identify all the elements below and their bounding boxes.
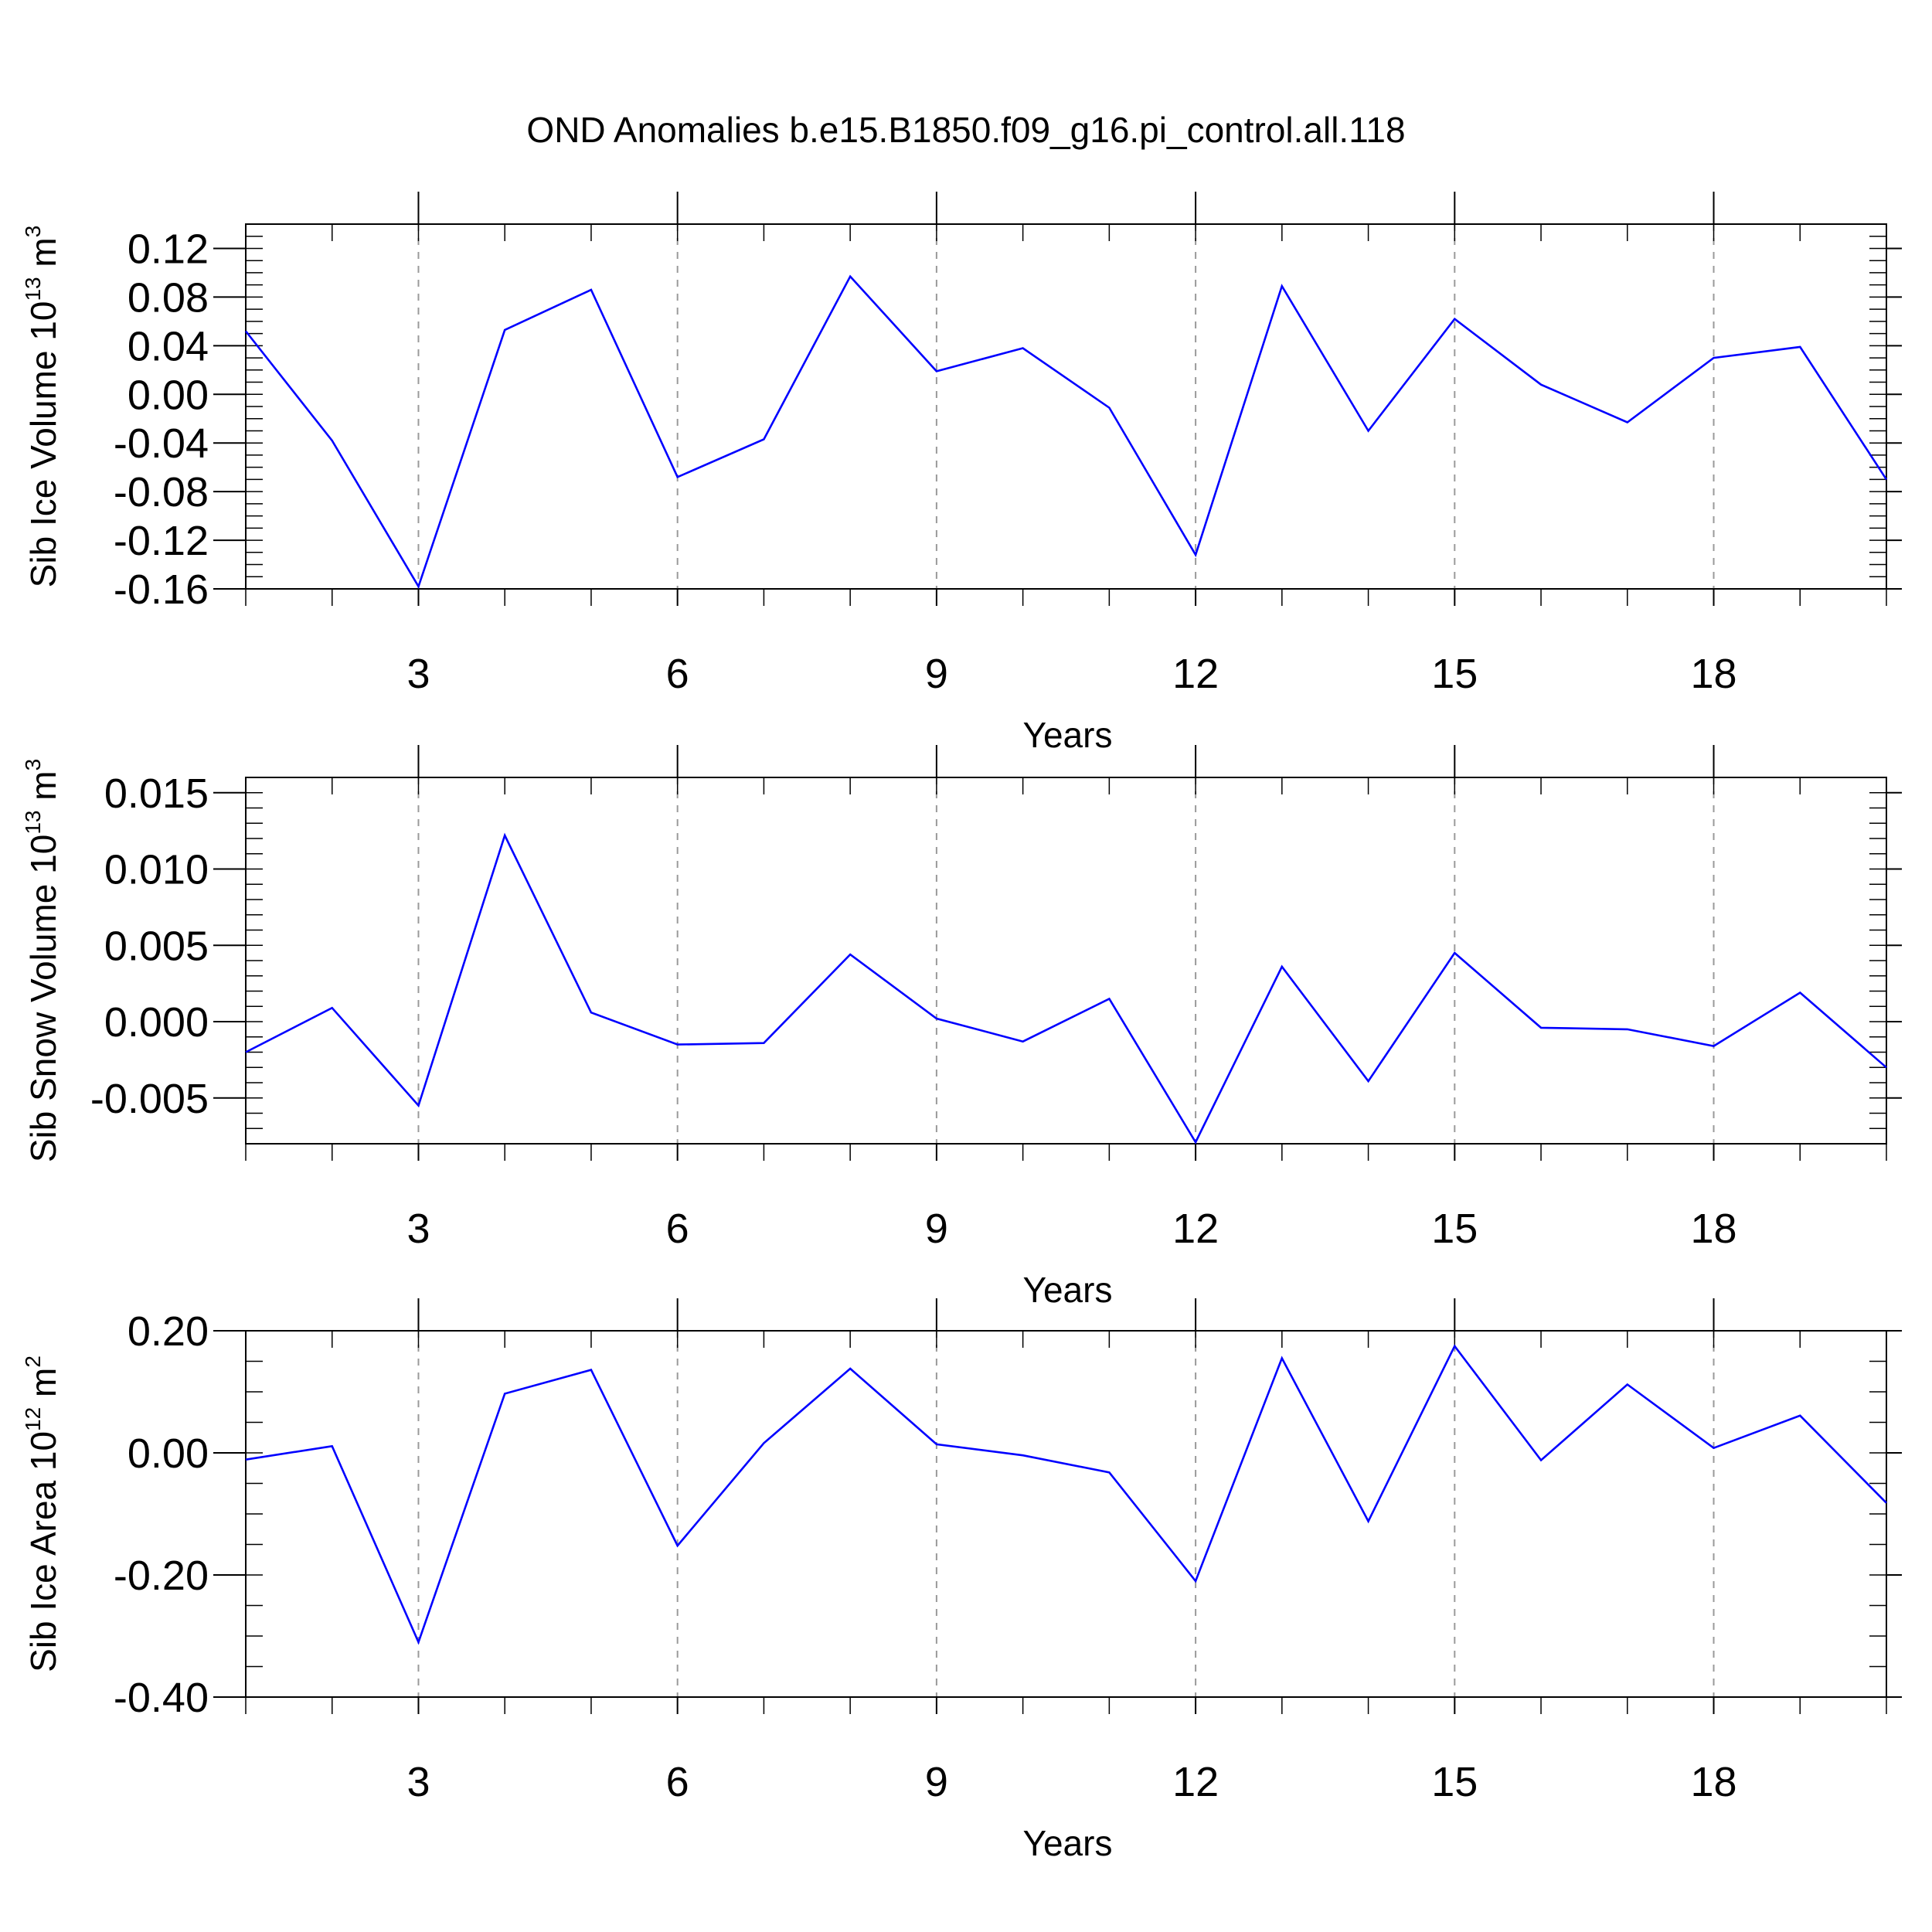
x-tick-label: 3	[406, 1206, 430, 1252]
data-line	[245, 832, 1887, 1145]
y-axis-title-unit-exponent: 3	[21, 226, 45, 238]
y-axis-title-text: Sib Ice Volume 10	[23, 301, 63, 588]
y-tick-label: 0.08	[128, 274, 209, 321]
y-tick-label: 0.04	[128, 323, 209, 369]
x-tick-label: 9	[925, 1206, 948, 1252]
x-axis-title: Years	[1023, 715, 1113, 755]
y-axis-title: Sib Snow Volume 1013 m3	[21, 759, 63, 1162]
y-tick-label: 0.12	[128, 226, 209, 272]
y-axis-title-text: Sib Ice Area 10	[23, 1431, 63, 1672]
y-tick-label: 0.015	[104, 770, 209, 817]
y-tick-label: -0.40	[114, 1675, 209, 1721]
y-tick-label: 0.010	[104, 847, 209, 893]
y-tick-label: -0.20	[114, 1553, 209, 1599]
y-axis-title-unit-exponent: 2	[21, 1355, 45, 1368]
data-line	[244, 274, 1888, 590]
figure-title: OND Anomalies b.e15.B1850.f09_g16.pi_con…	[526, 110, 1405, 150]
y-tick-label: 0.20	[128, 1308, 209, 1355]
x-axis-title: Years	[1023, 1823, 1113, 1863]
x-tick-label: 18	[1690, 651, 1736, 697]
y-axis-title-exponent: 12	[21, 1407, 45, 1431]
data-line	[245, 1344, 1887, 1645]
x-tick-label: 18	[1690, 1759, 1736, 1805]
y-tick-label: -0.16	[114, 566, 209, 613]
plot-frame	[245, 777, 1887, 1145]
y-axis-title-unit: m	[23, 770, 63, 810]
y-axis-title: Sib Ice Volume 1013 m3	[21, 226, 63, 588]
y-tick-label: 0.005	[104, 923, 209, 969]
y-axis-title: Sib Ice Area 1012 m2	[21, 1355, 63, 1672]
x-tick-label: 6	[666, 651, 689, 697]
y-axis-title-unit-exponent: 3	[21, 759, 45, 771]
x-tick-label: 9	[925, 1759, 948, 1805]
x-tick-label: 18	[1690, 1206, 1736, 1252]
x-tick-label: 6	[666, 1759, 689, 1805]
x-tick-label: 3	[406, 1759, 430, 1805]
x-tick-label: 12	[1172, 651, 1219, 697]
y-tick-label: -0.12	[114, 518, 209, 564]
panel-1: -0.16-0.12-0.08-0.040.000.040.080.12 3 6 9 1…	[21, 192, 1902, 755]
y-axis-title-unit: m	[23, 1368, 63, 1407]
y-axis-title-exponent: 13	[21, 277, 45, 301]
plot-frame	[245, 1330, 1887, 1698]
y-tick-label: 0.000	[104, 999, 209, 1046]
y-tick-label: 0.00	[128, 372, 209, 418]
panels: -0.16-0.12-0.08-0.040.000.040.080.123 6 9 1…	[21, 192, 1902, 1863]
y-tick-label: -0.04	[114, 420, 209, 467]
x-tick-label: 12	[1172, 1206, 1219, 1252]
x-tick-label: 12	[1172, 1759, 1219, 1805]
y-tick-label: 0.00	[128, 1430, 209, 1477]
x-axis-title: Years	[1023, 1270, 1113, 1310]
panel-2: -0.005 0.000 0.005 0.010 0.015 3 6 9 12 15 18 Years…	[21, 745, 1902, 1310]
x-tick-label: 15	[1431, 651, 1478, 697]
y-axis-title-text: Sib Snow Volume 10	[23, 835, 63, 1163]
x-tick-label: 6	[666, 1206, 689, 1252]
x-tick-label: 9	[925, 651, 948, 697]
y-axis-title-exponent: 13	[21, 811, 45, 835]
x-tick-label: 15	[1431, 1206, 1478, 1252]
x-tick-label: 3	[406, 651, 430, 697]
panel-3: -0.40 -0.20 0.00 0.20 3 6 9 12 15 18 Years Sib Ice …	[21, 1298, 1902, 1863]
x-tick-label: 15	[1431, 1759, 1478, 1805]
y-tick-label: -0.005	[90, 1076, 209, 1122]
y-axis-title-unit: m	[23, 237, 63, 277]
plot-frame	[245, 223, 1887, 590]
y-tick-label: -0.08	[114, 469, 209, 515]
